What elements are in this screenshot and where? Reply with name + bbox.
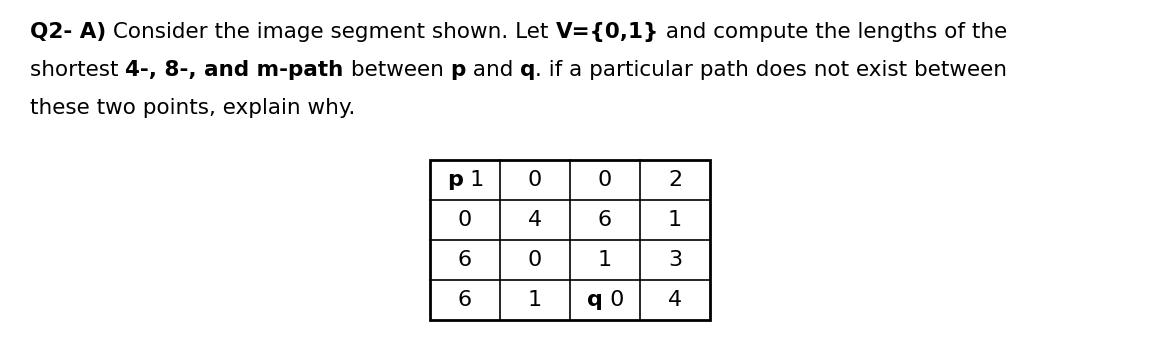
Text: 1: 1 [527,290,543,310]
Text: these two points, explain why.: these two points, explain why. [30,98,355,118]
Text: 1: 1 [598,250,612,270]
Bar [430,160,710,320]
Text: Consider the image segment shown. Let: Consider the image segment shown. Let [107,22,556,42]
Text: p: p [448,170,463,190]
Text: 0: 0 [598,170,612,190]
Text: shortest: shortest [30,60,125,80]
Text: V={0,1}: V={0,1} [556,22,659,42]
Text: 4: 4 [527,210,543,230]
Text: . if a particular path does not exist between: . if a particular path does not exist be… [536,60,1008,80]
Text: 0: 0 [527,250,543,270]
Text: 4: 4 [668,290,682,310]
Text: and compute the lengths of the: and compute the lengths of the [659,22,1007,42]
Text: q: q [587,290,604,310]
Text: 0: 0 [458,210,472,230]
Text: 1: 1 [668,210,682,230]
Text: 1: 1 [463,170,484,190]
Text: Q2- A): Q2- A) [30,22,107,42]
Text: 6: 6 [458,250,472,270]
Text: 2: 2 [668,170,682,190]
Text: p: p [450,60,465,80]
Text: 3: 3 [668,250,682,270]
Text: and: and [465,60,520,80]
Text: 0: 0 [527,170,543,190]
Text: 0: 0 [604,290,625,310]
Text: 6: 6 [598,210,612,230]
Text: 6: 6 [458,290,472,310]
Text: q: q [520,60,536,80]
Text: between: between [343,60,450,80]
Text: 4-, 8-, and m-path: 4-, 8-, and m-path [125,60,343,80]
